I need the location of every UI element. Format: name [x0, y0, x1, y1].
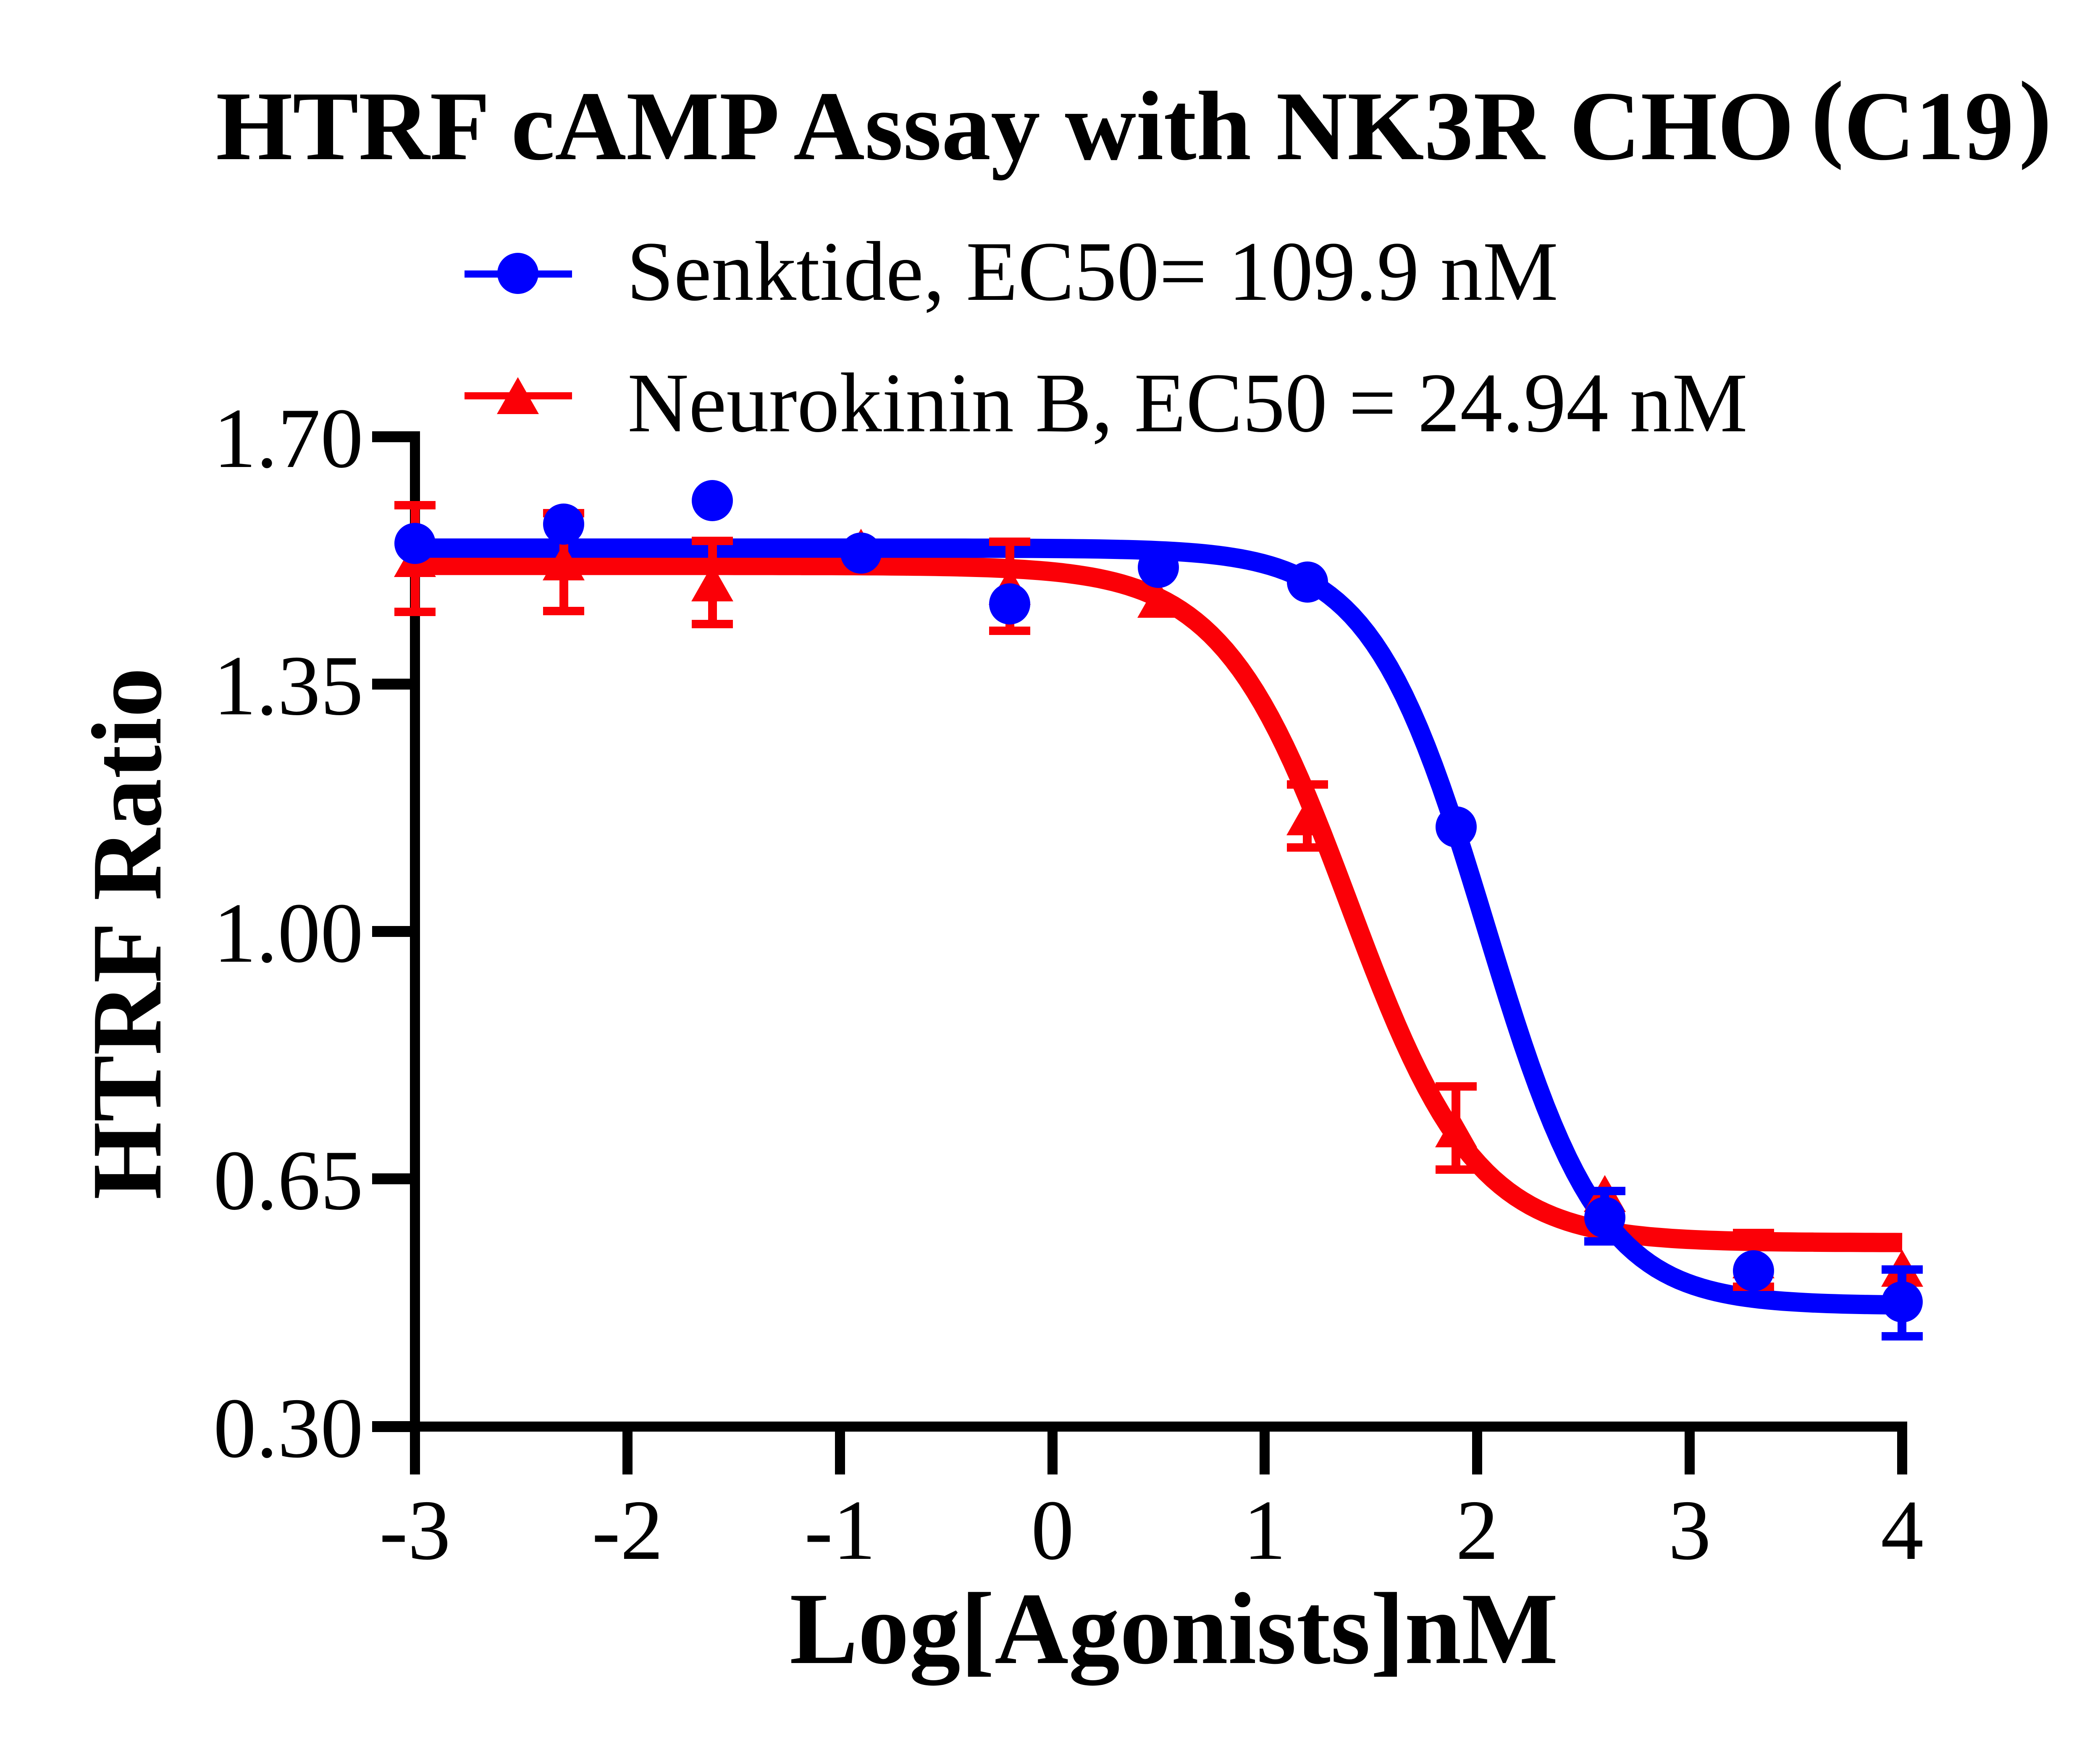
svg-text:Log[Agonists]nM: Log[Agonists]nM — [790, 1572, 1558, 1686]
svg-text:0: 0 — [1031, 1483, 1074, 1578]
svg-text:HTRF cAMP Assay with NK3R CHO(: HTRF cAMP Assay with NK3R CHO (C19) — [216, 61, 2052, 181]
svg-text:-1: -1 — [804, 1483, 876, 1578]
svg-text:1: 1 — [1243, 1483, 1286, 1578]
svg-text:2: 2 — [1456, 1483, 1499, 1578]
svg-text:4: 4 — [1881, 1483, 1924, 1578]
svg-text:3: 3 — [1668, 1483, 1711, 1578]
svg-text:0.65: 0.65 — [213, 1133, 363, 1228]
svg-text:0.30: 0.30 — [213, 1381, 363, 1476]
svg-text:1.00: 1.00 — [213, 886, 363, 981]
svg-text:-2: -2 — [592, 1483, 663, 1578]
svg-text:-3: -3 — [379, 1483, 451, 1578]
svg-text:Neurokinin B, EC50 = 24.94 nM: Neurokinin B, EC50 = 24.94 nM — [627, 356, 1748, 450]
svg-text:HTRF Ratio: HTRF Ratio — [72, 667, 182, 1199]
svg-text:Senktide, EC50= 109.9 nM: Senktide, EC50= 109.9 nM — [627, 224, 1558, 318]
svg-text:1.70: 1.70 — [213, 391, 363, 486]
svg-text:1.35: 1.35 — [213, 638, 363, 733]
